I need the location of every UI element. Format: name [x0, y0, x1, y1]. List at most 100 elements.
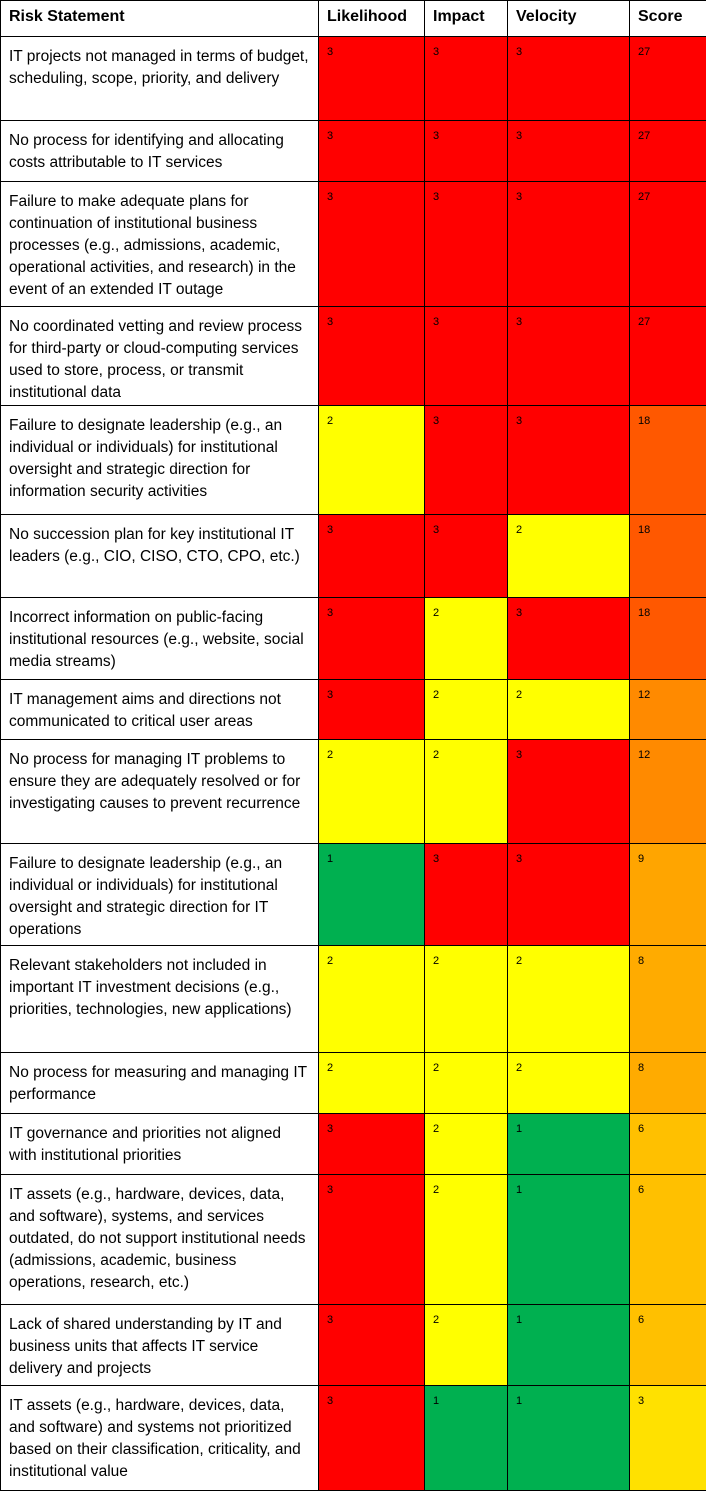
score-cell: 18	[630, 598, 706, 680]
score-cell: 12	[630, 680, 706, 740]
risk-statement: Failure to designate leadership (e.g., a…	[1, 406, 319, 515]
rating-cell: 3	[425, 121, 508, 182]
score-cell: 8	[630, 946, 706, 1053]
risk-statement: IT governance and priorities not aligned…	[1, 1114, 319, 1175]
rating-cell: 2	[425, 1175, 508, 1305]
rating-cell: 3	[425, 515, 508, 598]
risk-statement: Failure to designate leadership (e.g., a…	[1, 844, 319, 946]
score-cell: 27	[630, 182, 706, 307]
risk-row: No process for identifying and allocatin…	[1, 121, 706, 182]
rating-cell: 2	[425, 740, 508, 844]
rating-cell: 3	[508, 121, 630, 182]
risk-row: IT management aims and directions not co…	[1, 680, 706, 740]
score-cell: 27	[630, 121, 706, 182]
column-header: Impact	[425, 1, 508, 37]
rating-cell: 3	[425, 844, 508, 946]
score-cell: 27	[630, 37, 706, 121]
risk-statement: IT assets (e.g., hardware, devices, data…	[1, 1175, 319, 1305]
rating-cell: 2	[425, 680, 508, 740]
score-cell: 9	[630, 844, 706, 946]
column-header: Risk Statement	[1, 1, 319, 37]
rating-cell: 3	[425, 182, 508, 307]
score-cell: 18	[630, 515, 706, 598]
risk-statement: No succession plan for key institutional…	[1, 515, 319, 598]
rating-cell: 2	[425, 598, 508, 680]
risk-statement: Failure to make adequate plans for conti…	[1, 182, 319, 307]
risk-statement: No coordinated vetting and review proces…	[1, 307, 319, 406]
rating-cell: 2	[508, 946, 630, 1053]
rating-cell: 2	[508, 515, 630, 598]
risk-row: Incorrect information on public-facing i…	[1, 598, 706, 680]
rating-cell: 1	[319, 844, 425, 946]
rating-cell: 1	[508, 1175, 630, 1305]
rating-cell: 3	[425, 406, 508, 515]
score-cell: 3	[630, 1386, 706, 1491]
rating-cell: 1	[508, 1305, 630, 1386]
rating-cell: 3	[508, 37, 630, 121]
score-cell: 6	[630, 1305, 706, 1386]
rating-cell: 3	[508, 406, 630, 515]
rating-cell: 2	[319, 1053, 425, 1114]
rating-cell: 3	[319, 515, 425, 598]
risk-row: No coordinated vetting and review proces…	[1, 307, 706, 406]
rating-cell: 1	[508, 1114, 630, 1175]
rating-cell: 3	[508, 307, 630, 406]
score-cell: 6	[630, 1114, 706, 1175]
rating-cell: 3	[319, 1386, 425, 1491]
rating-cell: 3	[508, 598, 630, 680]
score-cell: 12	[630, 740, 706, 844]
column-header: Velocity	[508, 1, 630, 37]
risk-statement: No process for managing IT problems to e…	[1, 740, 319, 844]
rating-cell: 2	[508, 680, 630, 740]
risk-row: IT assets (e.g., hardware, devices, data…	[1, 1386, 706, 1491]
risk-statement: Lack of shared understanding by IT and b…	[1, 1305, 319, 1386]
rating-cell: 2	[425, 946, 508, 1053]
rating-cell: 3	[319, 1175, 425, 1305]
score-cell: 8	[630, 1053, 706, 1114]
rating-cell: 3	[508, 740, 630, 844]
rating-cell: 2	[319, 740, 425, 844]
risk-statement: Incorrect information on public-facing i…	[1, 598, 319, 680]
rating-cell: 1	[508, 1386, 630, 1491]
risk-row: No process for measuring and managing IT…	[1, 1053, 706, 1114]
column-header: Likelihood	[319, 1, 425, 37]
rating-cell: 3	[319, 1305, 425, 1386]
risk-statement: IT projects not managed in terms of budg…	[1, 37, 319, 121]
score-cell: 18	[630, 406, 706, 515]
rating-cell: 3	[319, 37, 425, 121]
column-header: Score	[630, 1, 706, 37]
rating-cell: 2	[425, 1053, 508, 1114]
risk-row: IT governance and priorities not aligned…	[1, 1114, 706, 1175]
rating-cell: 3	[425, 37, 508, 121]
rating-cell: 3	[319, 1114, 425, 1175]
risk-row: IT projects not managed in terms of budg…	[1, 37, 706, 121]
rating-cell: 2	[425, 1305, 508, 1386]
rating-cell: 2	[508, 1053, 630, 1114]
risk-row: IT assets (e.g., hardware, devices, data…	[1, 1175, 706, 1305]
rating-cell: 1	[425, 1386, 508, 1491]
risk-row: Relevant stakeholders not included in im…	[1, 946, 706, 1053]
rating-cell: 3	[319, 598, 425, 680]
risk-statement: No process for measuring and managing IT…	[1, 1053, 319, 1114]
rating-cell: 3	[425, 307, 508, 406]
rating-cell: 3	[508, 182, 630, 307]
rating-cell: 3	[508, 844, 630, 946]
rating-cell: 2	[319, 946, 425, 1053]
rating-cell: 2	[319, 406, 425, 515]
risk-statement: IT assets (e.g., hardware, devices, data…	[1, 1386, 319, 1491]
risk-row: Failure to designate leadership (e.g., a…	[1, 844, 706, 946]
risk-row: Lack of shared understanding by IT and b…	[1, 1305, 706, 1386]
risk-row: No succession plan for key institutional…	[1, 515, 706, 598]
rating-cell: 2	[425, 1114, 508, 1175]
risk-statement: No process for identifying and allocatin…	[1, 121, 319, 182]
score-cell: 6	[630, 1175, 706, 1305]
risk-row: Failure to make adequate plans for conti…	[1, 182, 706, 307]
rating-cell: 3	[319, 680, 425, 740]
score-cell: 27	[630, 307, 706, 406]
rating-cell: 3	[319, 307, 425, 406]
risk-statement: IT management aims and directions not co…	[1, 680, 319, 740]
rating-cell: 3	[319, 182, 425, 307]
